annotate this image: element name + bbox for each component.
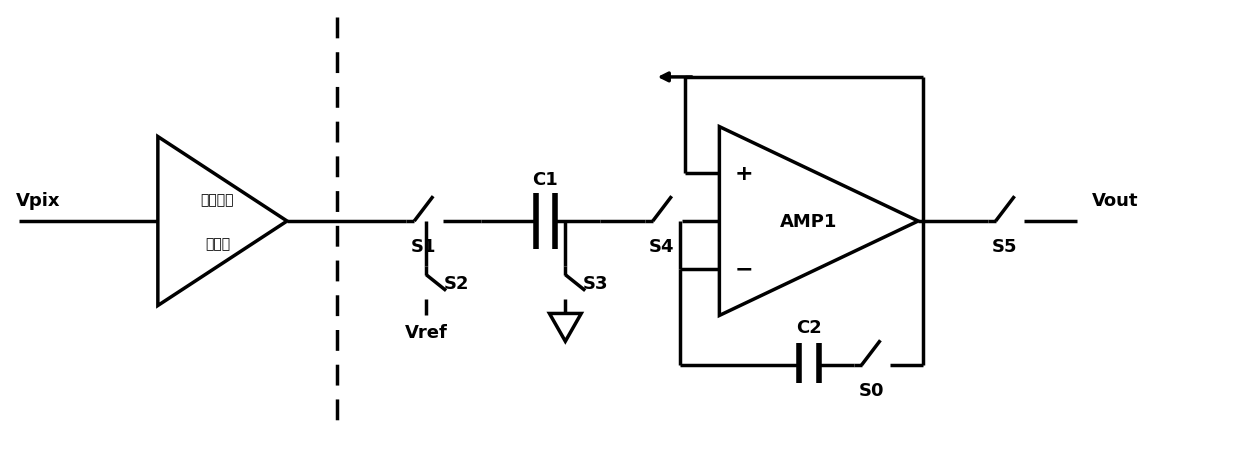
- Text: C1: C1: [533, 171, 558, 189]
- Text: S5: S5: [992, 237, 1017, 255]
- Text: −: −: [735, 259, 754, 279]
- Text: Vout: Vout: [1092, 192, 1138, 210]
- Text: Vpix: Vpix: [16, 192, 61, 210]
- Text: Vref: Vref: [404, 324, 448, 341]
- Text: S0: S0: [858, 381, 884, 399]
- Text: 像素输出: 像素输出: [201, 193, 234, 207]
- Text: +: +: [735, 164, 754, 184]
- Text: S3: S3: [583, 274, 609, 292]
- Text: AMP1: AMP1: [780, 212, 837, 230]
- Text: S2: S2: [444, 274, 470, 292]
- Text: S4: S4: [649, 237, 675, 255]
- Text: S1: S1: [410, 237, 436, 255]
- Text: 缓存器: 缓存器: [205, 236, 231, 250]
- Text: C2: C2: [796, 319, 822, 336]
